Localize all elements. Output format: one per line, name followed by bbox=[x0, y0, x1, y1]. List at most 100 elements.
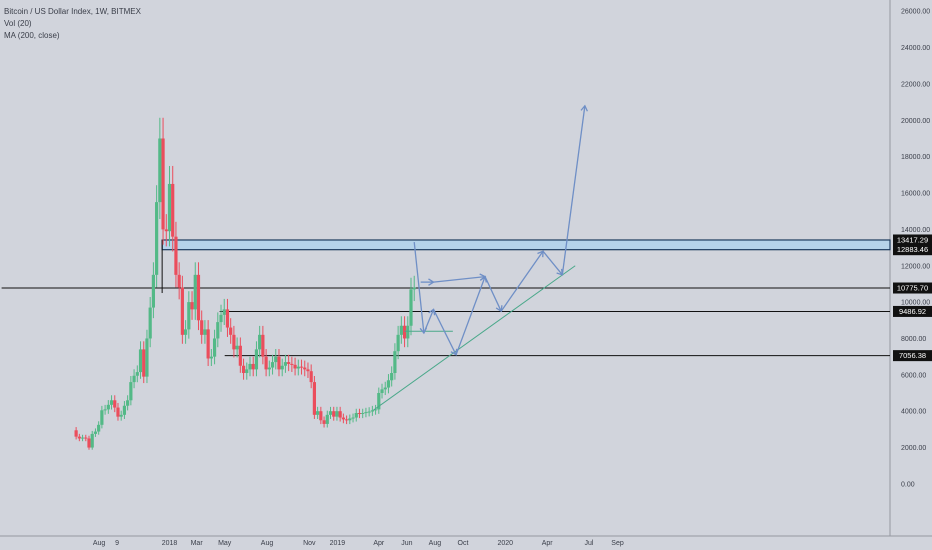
candle-body bbox=[174, 236, 178, 275]
candle-body bbox=[151, 274, 155, 308]
candle-body bbox=[109, 400, 114, 405]
projection-arrow-segment bbox=[423, 309, 435, 334]
candle-body bbox=[264, 356, 268, 370]
candle-body bbox=[280, 365, 284, 370]
projection-arrow-segment bbox=[561, 105, 586, 275]
candle-body bbox=[345, 419, 349, 421]
candle-body bbox=[142, 349, 146, 377]
candle-body bbox=[90, 433, 94, 448]
candle-body bbox=[225, 309, 230, 328]
candle-body bbox=[290, 363, 294, 365]
candle-body bbox=[367, 411, 371, 413]
candle-body bbox=[84, 437, 88, 439]
candle-body bbox=[383, 387, 387, 390]
x-tick-label: Oct bbox=[458, 540, 469, 547]
candle-body bbox=[309, 371, 313, 383]
candle-body bbox=[116, 407, 120, 417]
projection-arrow-segment bbox=[413, 242, 425, 334]
candle-body bbox=[293, 364, 297, 369]
candle-body bbox=[399, 325, 403, 335]
candle-body bbox=[406, 325, 410, 339]
candle-body bbox=[93, 431, 98, 434]
candle-body bbox=[187, 302, 191, 330]
candle-body bbox=[332, 411, 336, 417]
y-tick-label: 0.00 bbox=[901, 481, 915, 488]
candle-body bbox=[254, 349, 259, 370]
candle-body bbox=[203, 329, 207, 335]
x-tick-label: Mar bbox=[191, 540, 204, 547]
x-tick-label: Apr bbox=[542, 540, 554, 547]
candle-body bbox=[245, 369, 249, 374]
candle-body bbox=[155, 202, 159, 275]
x-tick-label: Jun bbox=[401, 540, 412, 547]
price-level-label: 13417.29 bbox=[897, 235, 928, 244]
candle-body bbox=[97, 424, 101, 432]
candle-body bbox=[277, 356, 281, 370]
candle-body bbox=[171, 183, 175, 237]
price-level-label: 9486.92 bbox=[899, 307, 926, 316]
y-tick-label: 10000.00 bbox=[901, 300, 930, 307]
candle-body bbox=[351, 417, 355, 419]
candle-body bbox=[193, 274, 197, 310]
candle-body bbox=[135, 372, 139, 376]
moving-average-label: MA (200, close) bbox=[4, 31, 60, 40]
x-tick-label: 9 bbox=[115, 540, 119, 547]
candle-body bbox=[132, 375, 136, 383]
candle-body bbox=[296, 366, 300, 369]
y-tick-label: 6000.00 bbox=[901, 372, 926, 379]
candle-body bbox=[77, 436, 81, 439]
candle-body bbox=[129, 382, 133, 401]
x-tick-label: 2018 bbox=[162, 540, 178, 547]
candle-body bbox=[184, 329, 188, 335]
price-level-label: 7056.38 bbox=[899, 351, 926, 360]
candle-body bbox=[167, 183, 172, 232]
y-tick-label: 26000.00 bbox=[901, 9, 930, 16]
candle-body bbox=[370, 410, 374, 412]
candle-body bbox=[122, 405, 127, 415]
candle-body bbox=[361, 413, 365, 415]
candle-body bbox=[145, 338, 149, 377]
price-level-tag bbox=[893, 350, 932, 362]
x-tick-label: Jul bbox=[585, 540, 594, 547]
candle-body bbox=[251, 363, 255, 370]
x-tick-label: Sep bbox=[611, 540, 624, 547]
candle-body bbox=[161, 138, 165, 230]
candle-body bbox=[390, 373, 394, 381]
projection-arrow-head bbox=[479, 273, 487, 281]
chart-legend: Bitcoin / US Dollar Index, 1W, BITMEX Vo… bbox=[4, 6, 141, 42]
symbol-title: Bitcoin / US Dollar Index, 1W, BITMEX bbox=[4, 7, 141, 16]
projection-arrow-segment bbox=[432, 309, 457, 356]
candle-body bbox=[338, 411, 342, 418]
candle-body bbox=[232, 334, 236, 350]
projection-arrow-segment bbox=[455, 276, 486, 356]
candle-body bbox=[412, 287, 416, 290]
candle-body bbox=[335, 411, 339, 417]
support-trendline[interactable] bbox=[372, 265, 576, 411]
x-tick-label: Aug bbox=[429, 540, 442, 547]
candle-body bbox=[380, 389, 384, 394]
candle-body bbox=[283, 362, 288, 366]
candle-body bbox=[393, 351, 397, 374]
candle-body bbox=[138, 349, 143, 373]
candle-body bbox=[328, 411, 333, 415]
candle-body bbox=[396, 334, 400, 352]
candle-body bbox=[258, 334, 262, 350]
candle-body bbox=[100, 410, 104, 425]
candle-body bbox=[354, 413, 358, 418]
candle-body bbox=[241, 365, 246, 374]
y-tick-label: 4000.00 bbox=[901, 409, 926, 416]
candle-body bbox=[235, 345, 239, 350]
candle-body bbox=[248, 363, 252, 370]
candle-body bbox=[164, 229, 168, 232]
price-level-label: 10775.70 bbox=[897, 284, 928, 293]
candle-body bbox=[322, 420, 326, 424]
y-tick-label: 20000.00 bbox=[901, 118, 930, 125]
volume-indicator-label: Vol (20) bbox=[4, 19, 32, 28]
candle-body bbox=[312, 382, 316, 415]
candle-body bbox=[177, 274, 181, 288]
projection-arrow-segment bbox=[433, 276, 486, 283]
candle-body bbox=[267, 367, 271, 370]
candle-body bbox=[212, 338, 217, 357]
